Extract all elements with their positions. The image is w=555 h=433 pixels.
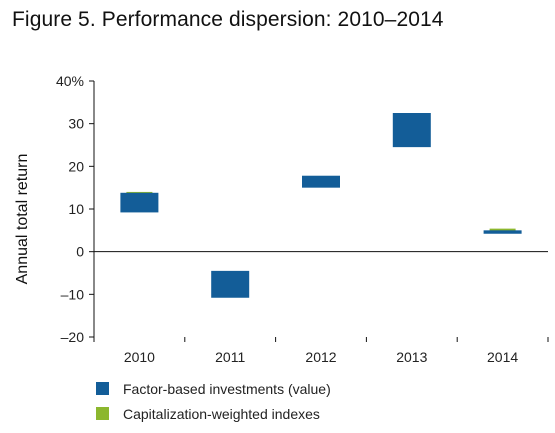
legend-item-factor: Factor-based investments (value)	[96, 376, 331, 401]
y-tick-label: 10	[68, 201, 84, 217]
legend: Factor-based investments (value) Capital…	[96, 376, 331, 426]
legend-label-cap: Capitalization-weighted indexes	[123, 405, 320, 422]
y-tick-label: 30	[68, 116, 84, 132]
legend-swatch-factor	[96, 382, 109, 395]
legend-label-factor: Factor-based investments (value)	[123, 380, 331, 397]
x-tick-label: 2014	[487, 349, 518, 365]
y-tick-label: –20	[61, 329, 85, 345]
y-tick-label: 20	[68, 158, 84, 174]
x-tick-label: 2010	[124, 349, 155, 365]
chart-title: Figure 5. Performance dispersion: 2010–2…	[12, 8, 444, 31]
x-tick-label: 2013	[396, 349, 427, 365]
cap-bar-2014	[489, 228, 516, 232]
y-tick-label: 0	[76, 244, 84, 260]
legend-swatch-cap	[96, 407, 109, 420]
factor-bar-2013	[392, 113, 431, 148]
legend-item-cap: Capitalization-weighted indexes	[96, 401, 331, 426]
y-tick-label: –10	[61, 286, 85, 302]
factor-bar-2010	[120, 192, 159, 213]
x-tick-label: 2012	[305, 349, 336, 365]
y-axis-label: Annual total return	[14, 154, 31, 285]
x-tick-label: 2011	[215, 349, 245, 365]
factor-bar-2014	[483, 230, 522, 234]
factor-bar-2011	[211, 270, 250, 298]
y-tick-label: 40%	[56, 73, 84, 89]
factor-bar-2012	[302, 175, 340, 188]
